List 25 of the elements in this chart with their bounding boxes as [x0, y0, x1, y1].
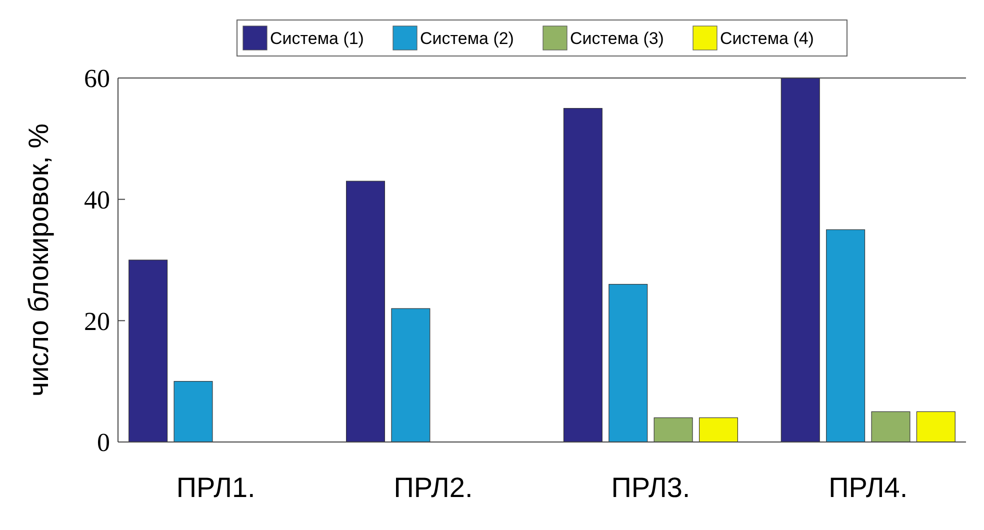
y-tick-label: 0 [97, 428, 110, 458]
bar [128, 260, 168, 442]
y-tick-label: 40 [84, 185, 110, 214]
legend-label: Система (1) [270, 28, 364, 48]
bar [698, 417, 738, 442]
x-tick-label: ПРЛ2. [394, 472, 473, 503]
y-axis-title: число блокировок, % [23, 123, 54, 397]
x-tick-label: ПРЛ1. [176, 472, 256, 503]
bar [174, 381, 213, 442]
x-tick-label: ПРЛ4. [828, 472, 908, 503]
y-tick-label: 20 [84, 306, 110, 336]
legend-label: Система (3) [570, 28, 664, 48]
y-tick-label: 60 [84, 64, 110, 94]
bar [608, 284, 648, 442]
bar [391, 308, 430, 442]
bar [346, 180, 386, 442]
bar [916, 411, 956, 442]
legend-label: Система (2) [420, 28, 514, 48]
bar [780, 78, 820, 442]
legend-label: Система (4) [720, 28, 814, 48]
bar [563, 108, 602, 442]
bar [871, 411, 910, 442]
x-tick-label: ПРЛ3. [611, 472, 690, 503]
bar [654, 417, 693, 442]
bar [826, 229, 866, 442]
